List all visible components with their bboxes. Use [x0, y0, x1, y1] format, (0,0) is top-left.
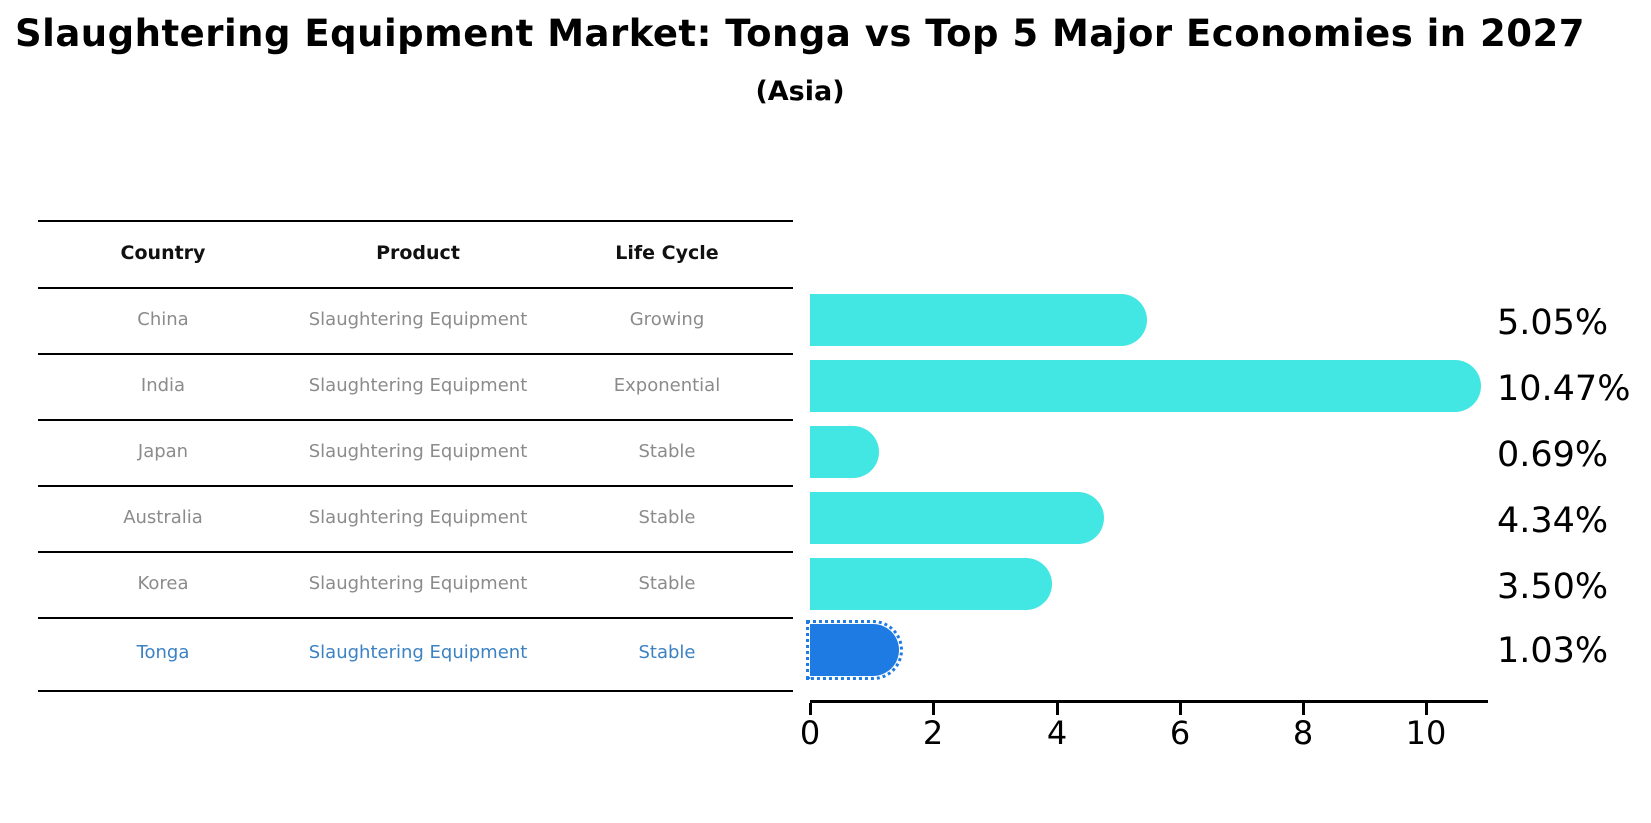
column-header-life-cycle: Life Cycle [615, 242, 719, 264]
x-axis-line [810, 700, 1488, 703]
bar-tonga [806, 620, 903, 680]
x-axis-tick-label: 8 [1292, 714, 1314, 752]
chart-title: Slaughtering Equipment Market: Tonga vs … [14, 12, 1586, 55]
x-axis-tick [1179, 703, 1182, 715]
cell-life-cycle: Exponential [613, 375, 721, 396]
cell-life-cycle: Stable [638, 642, 696, 663]
bar-japan [810, 426, 879, 478]
x-axis-tick-label: 10 [1405, 714, 1447, 752]
cell-life-cycle: Growing [629, 309, 705, 330]
bar-value-label: 4.34% [1497, 501, 1609, 541]
cell-product: Slaughtering Equipment [308, 375, 528, 396]
bar-korea [810, 558, 1052, 610]
table-rule [38, 419, 793, 421]
cell-product: Slaughtering Equipment [308, 573, 528, 594]
table-rule [38, 690, 793, 692]
table-rule [38, 617, 793, 619]
bar-china [810, 294, 1147, 346]
table-rule [38, 551, 793, 553]
x-axis-tick [1056, 703, 1059, 715]
cell-product: Slaughtering Equipment [308, 441, 528, 462]
column-header-country: Country [120, 242, 206, 264]
bar-australia [810, 492, 1104, 544]
cell-product: Slaughtering Equipment [308, 642, 528, 663]
cell-life-cycle: Stable [638, 507, 696, 528]
table-rule [38, 353, 793, 355]
bar-value-label: 1.03% [1497, 631, 1609, 671]
bar-value-label: 10.47% [1497, 369, 1631, 409]
bar-value-label: 0.69% [1497, 435, 1609, 475]
cell-life-cycle: Stable [638, 573, 696, 594]
bar-india [810, 360, 1481, 412]
cell-country: Tonga [136, 642, 190, 663]
x-axis-tick [809, 703, 812, 715]
table-rule [38, 287, 793, 289]
cell-country: India [140, 375, 186, 396]
cell-country: China [137, 309, 189, 330]
x-axis-tick [932, 703, 935, 715]
table-rule [38, 485, 793, 487]
table-rule [38, 220, 793, 222]
cell-country: Japan [137, 441, 189, 462]
chart-subtitle: (Asia) [755, 76, 845, 107]
x-axis-tick [1425, 703, 1428, 715]
cell-product: Slaughtering Equipment [308, 507, 528, 528]
column-header-product: Product [376, 242, 460, 264]
cell-product: Slaughtering Equipment [308, 309, 528, 330]
cell-life-cycle: Stable [638, 441, 696, 462]
cell-country: Australia [123, 507, 203, 528]
x-axis-tick [1302, 703, 1305, 715]
cell-country: Korea [137, 573, 189, 594]
x-axis-tick-label: 0 [799, 714, 821, 752]
bar-value-label: 5.05% [1497, 303, 1609, 343]
x-axis-tick-label: 2 [922, 714, 944, 752]
bar-value-label: 3.50% [1497, 567, 1609, 607]
x-axis-tick-label: 6 [1169, 714, 1191, 752]
x-axis-tick-label: 4 [1046, 714, 1068, 752]
